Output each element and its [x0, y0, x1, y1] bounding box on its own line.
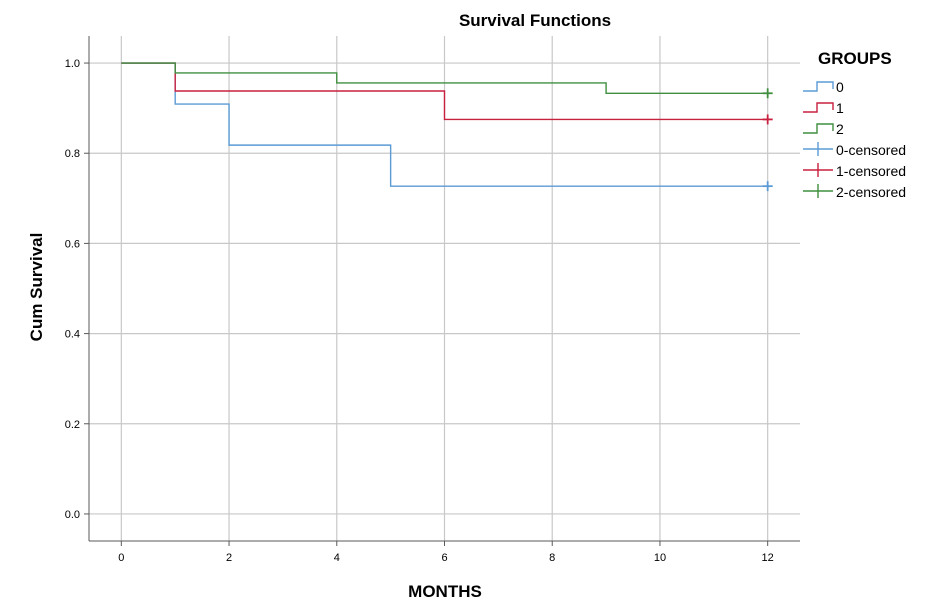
legend-swatch-0 [803, 81, 834, 92]
legend-label-2-censored: 2-censored [836, 184, 906, 200]
legend: GROUPS 0 1 2 0-censored 1-censored 2-censored [803, 49, 906, 200]
legend-swatch-1 [803, 102, 834, 113]
y-tick-label: 1.0 [65, 58, 80, 70]
x-tick-label: 2 [226, 552, 232, 564]
y-tick-label: 0.4 [65, 329, 80, 341]
legend-label-0-censored: 0-censored [836, 142, 906, 158]
y-tick-label: 0.8 [65, 148, 80, 160]
x-tick-label: 6 [441, 552, 447, 564]
legend-swatch-2 [803, 123, 834, 134]
legend-label-1: 1 [836, 100, 844, 116]
y-axis-title: Cum Survival [27, 233, 46, 342]
censor-marker-2 [762, 88, 773, 99]
x-tick-label: 12 [762, 552, 774, 564]
y-tick-label: 0.6 [65, 238, 80, 250]
legend-label-0: 0 [836, 79, 844, 95]
chart-title: Survival Functions [459, 11, 611, 30]
legend-title: GROUPS [818, 49, 892, 68]
series-line-2 [121, 62, 768, 94]
x-tick-label: 10 [654, 552, 666, 564]
x-tick-label: 8 [549, 552, 555, 564]
legend-label-1-censored: 1-censored [836, 163, 906, 179]
legend-label-2: 2 [836, 121, 844, 137]
censor-marker-1 [762, 114, 773, 125]
y-tick-label: 0.2 [65, 419, 80, 431]
plot-area: 0.0 0.2 0.4 0.6 0.8 1.0 0 2 4 6 8 10 12 [65, 36, 800, 564]
x-axis-title: MONTHS [408, 582, 482, 601]
y-tick-label: 0.0 [65, 509, 80, 521]
x-tick-label: 0 [118, 552, 124, 564]
censor-marker-0 [762, 181, 773, 192]
x-tick-label: 4 [334, 552, 340, 564]
